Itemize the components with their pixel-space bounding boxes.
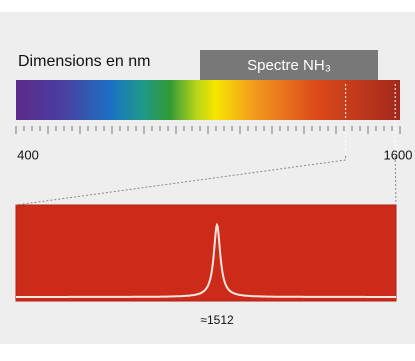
spectrum-bar	[16, 80, 400, 120]
badge-label: Spectre NH₃	[247, 57, 331, 74]
spectrum-peak	[16, 222, 396, 298]
axis-label-end: 1600	[384, 147, 413, 162]
zoom-connector	[394, 156, 397, 206]
zoom-connector	[15, 156, 347, 206]
dynamic-layer: 400 1600 ≈1512	[15, 84, 413, 327]
zoom-panel	[15, 204, 397, 302]
peak-label: ≈1512	[200, 313, 234, 327]
title: Dimensions en nm	[18, 53, 151, 70]
badge-box	[200, 50, 378, 80]
axis-label-start: 400	[17, 147, 39, 162]
